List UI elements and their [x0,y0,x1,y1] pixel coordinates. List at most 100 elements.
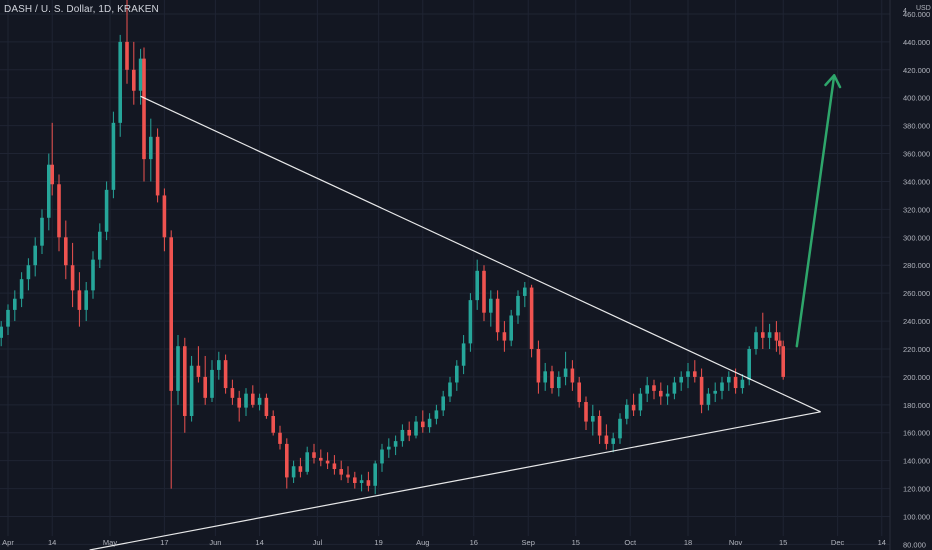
candle-body [652,385,656,391]
date-tick-label: 14 [255,538,263,547]
candle-up [33,237,37,277]
price-tick-label: 240.000 [903,317,930,326]
candle-body [672,382,677,394]
candle-body [132,69,136,91]
price-tick-label: 320.000 [903,205,930,214]
candle-body [325,460,330,464]
candle-body [516,295,520,316]
candle-down [312,443,316,464]
candle-body [740,379,745,389]
trendline-upper[interactable] [140,95,821,413]
candle-down [597,410,602,444]
candle-up [19,272,24,308]
candle-up [455,360,459,391]
candle-down [319,449,323,467]
candle-body [778,340,782,347]
candle-down [339,460,343,481]
price-tick-label: 220.000 [903,345,930,354]
candle-up [118,34,122,137]
candle-down [70,242,75,308]
candle-body [251,393,255,405]
trendline-lower[interactable] [89,411,821,550]
candle-body [699,376,704,405]
candle-up [489,290,493,327]
candle-down [155,128,160,203]
candle-body [441,396,445,411]
candle-up [380,443,384,472]
candle-down [761,312,765,349]
candle-body [278,432,282,444]
candle-body [285,443,289,478]
candle-down [781,340,785,380]
candle-body [339,469,343,475]
candle-body [645,385,649,394]
candle-down [699,368,704,414]
candle-body [91,259,95,291]
candle-body [489,298,493,313]
candle-body [70,265,75,291]
arrow-head[interactable] [824,74,842,89]
arrow-shaft[interactable] [795,74,836,348]
date-tick-label: 19 [374,538,382,547]
candle-body [543,371,547,383]
candle-up [6,304,10,336]
candle-up [414,415,418,439]
candle-body [713,390,717,394]
candle-up [427,413,432,433]
candle-down [346,466,350,483]
candle-up [257,393,262,411]
candle-body [162,195,167,238]
candle-body [625,404,629,419]
candle-up [26,258,31,291]
candle-body [50,164,54,185]
candle-body [550,371,554,389]
time-axis[interactable]: Apr 14 May 17 Jun 14 Jul 19 Aug 16 Sep 15 Oct 18 Nov 15… [2,538,886,547]
candle-body [138,58,143,91]
candle-body [210,369,214,398]
candle-body [427,418,432,428]
candle-down [57,174,61,252]
date-tick-label: 16 [470,538,478,547]
candle-body [659,390,663,397]
price-tick-label: 300.000 [903,233,930,242]
candle-body [125,41,129,70]
candle-down [631,393,636,416]
candle-body [47,164,51,218]
candle-down [325,452,330,470]
candle-down [278,425,282,450]
candle-body [291,466,296,478]
candle-down [502,321,507,352]
price-tick-label: 280.000 [903,261,930,270]
candle-body [604,435,609,444]
candle-up [244,388,248,416]
candle-up [387,438,391,458]
candle-body [414,421,418,436]
candle-up [434,404,439,425]
price-tick-label: 140.000 [903,457,930,466]
price-axis[interactable]: USD 4 80.000 100.000 120.000 140.000 160.000… [903,5,931,549]
price-tick-label: 80.000 [903,540,926,549]
arrow-annotation[interactable] [795,74,842,348]
candle-body [244,393,248,408]
candle-up [448,376,452,403]
candle-body [380,449,384,464]
candle-body [665,393,670,397]
candle-body [230,388,235,398]
candle-body [183,346,187,416]
candle-body [434,410,439,419]
trendlines[interactable] [89,95,821,550]
price-tick-label: 340.000 [903,177,930,186]
candle-body [529,287,534,349]
date-tick-label: Nov [729,538,743,547]
candle-up [400,424,405,447]
candle-body [754,332,758,349]
candle-up [84,281,88,322]
candle-body [366,480,371,486]
price-tick-label: 160.000 [903,429,930,438]
candle-up [217,351,221,380]
candle-body [509,315,513,341]
candle-up [393,435,398,456]
candle-up [47,153,51,231]
